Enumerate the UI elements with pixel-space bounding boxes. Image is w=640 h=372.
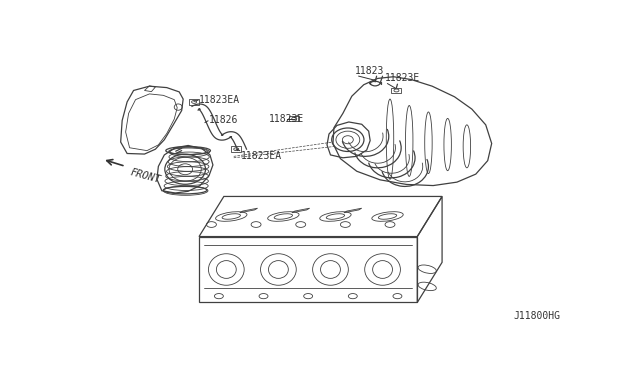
Text: FRONT: FRONT (129, 167, 161, 185)
Text: 11823E: 11823E (385, 73, 420, 83)
Text: 11823EA: 11823EA (241, 151, 282, 161)
Text: 11826: 11826 (209, 115, 238, 125)
Text: 11823: 11823 (355, 65, 385, 76)
Text: 11823E: 11823E (269, 113, 304, 124)
Text: J11800HG: J11800HG (513, 311, 560, 321)
Text: 11823EA: 11823EA (199, 94, 240, 105)
